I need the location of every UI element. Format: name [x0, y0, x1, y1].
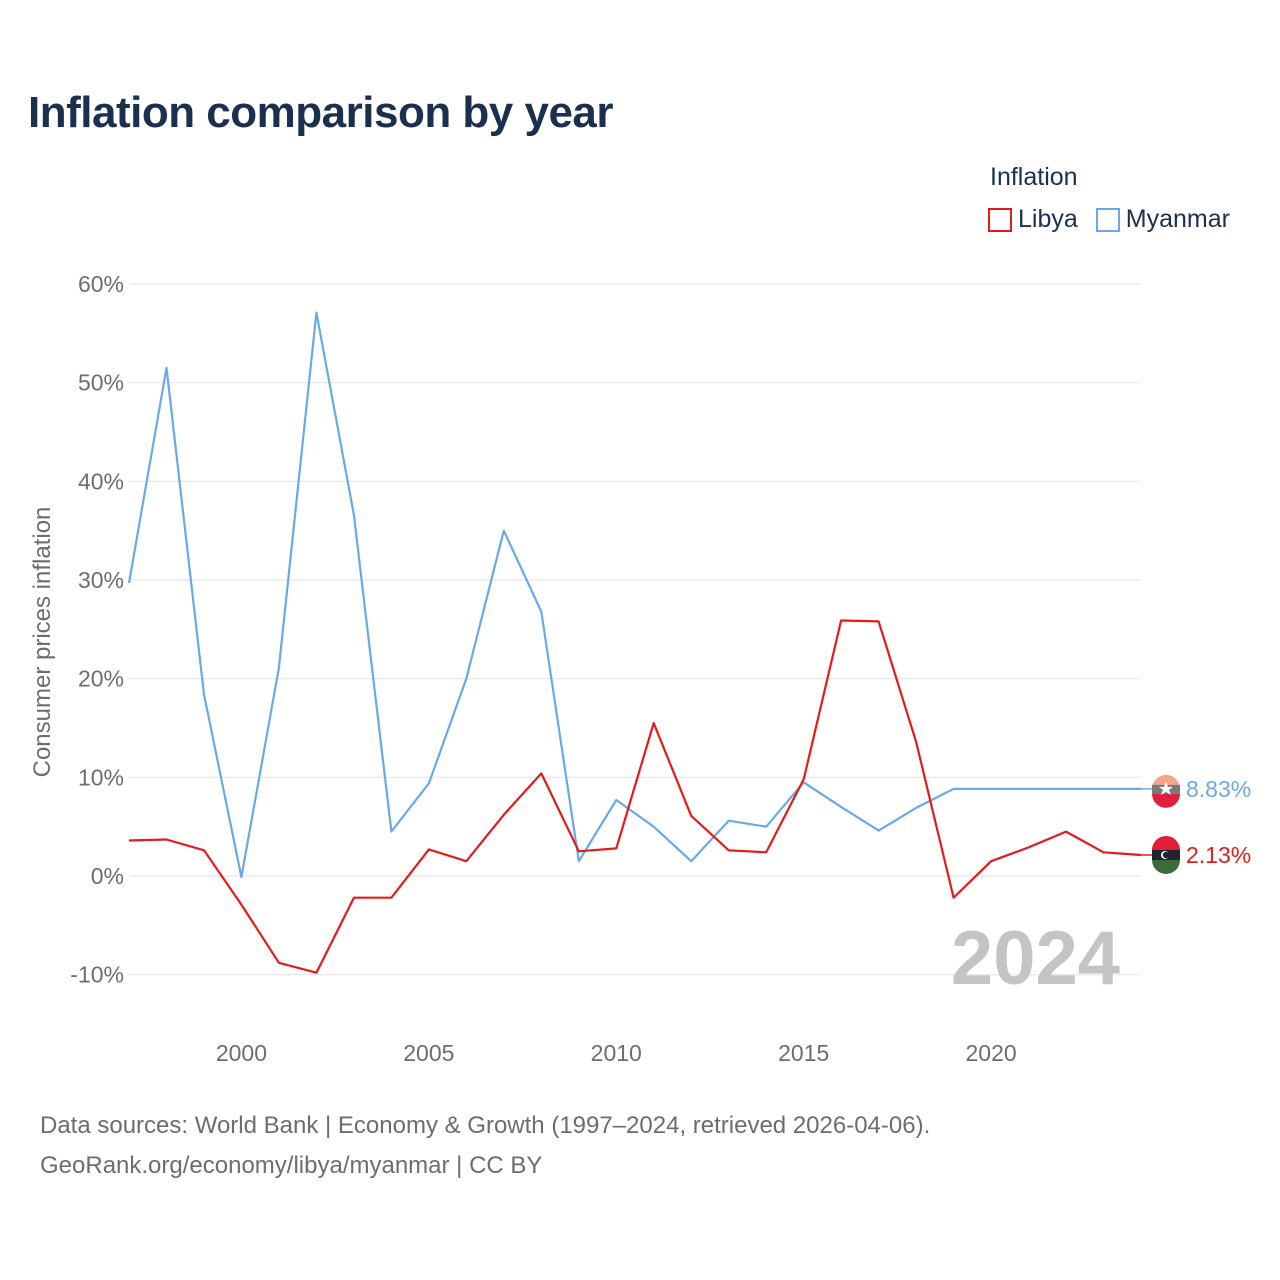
legend-item-libya[interactable]: Libya	[988, 205, 1078, 234]
flag-libya-bottom	[1152, 859, 1181, 874]
legend-swatch-myanmar	[1095, 207, 1120, 232]
flag-libya-icon	[1152, 835, 1181, 874]
y-tick-30: 30%	[78, 567, 124, 593]
series-line-myanmar	[127, 311, 1141, 879]
end-label-libya: 2.13%	[1186, 842, 1251, 868]
x-tick-labels: 2000 2005 2010 2015 2020	[216, 1040, 1017, 1066]
current-year-label: 2024	[951, 916, 1120, 1001]
end-markers: 8.83% 2.13%	[1141, 774, 1251, 874]
x-tick-2000: 2000	[216, 1040, 267, 1066]
y-tick-60: 60%	[78, 271, 124, 297]
flag-myanmar-bottom	[1152, 793, 1181, 808]
source-line-1: Data sources: World Bank | Economy & Gro…	[40, 1112, 931, 1139]
y-tick-20: 20%	[78, 666, 124, 692]
x-tick-2020: 2020	[965, 1040, 1016, 1066]
source-note: Data sources: World Bank | Economy & Gro…	[40, 1106, 930, 1186]
x-tick-2005: 2005	[403, 1040, 454, 1066]
legend-label-myanmar: Myanmar	[1125, 205, 1230, 233]
chart-title: Inflation comparison by year	[28, 88, 614, 137]
x-tick-2015: 2015	[778, 1040, 829, 1066]
legend: Libya Myanmar	[988, 205, 1248, 234]
y-tick-50: 50%	[78, 370, 124, 396]
end-label-myanmar: 8.83%	[1186, 776, 1251, 802]
y-tick-10: 10%	[78, 764, 124, 790]
source-line-2[interactable]: GeoRank.org/economy/libya/myanmar | CC B…	[40, 1152, 543, 1179]
flag-myanmar-star	[1159, 781, 1173, 795]
x-tick-2010: 2010	[591, 1040, 642, 1066]
flag-libya-top	[1152, 835, 1181, 850]
legend-label-libya: Libya	[1018, 205, 1078, 233]
legend-item-myanmar[interactable]: Myanmar	[1095, 205, 1230, 234]
legend-title: Inflation	[990, 163, 1078, 191]
legend-swatch-libya	[988, 207, 1012, 232]
y-tick-0: 0%	[91, 863, 124, 889]
flag-myanmar-icon	[1152, 774, 1181, 808]
flag-libya-crescent-cut	[1162, 851, 1170, 859]
y-tick--10: -10%	[70, 962, 124, 988]
series-line-libya	[128, 619, 1142, 974]
grid-lines	[129, 283, 1141, 976]
y-tick-labels: 60% 50% 40% 30% 20% 10% 0% -10%	[70, 271, 124, 988]
y-tick-40: 40%	[78, 468, 124, 494]
y-axis-label: Consumer prices inflation	[29, 507, 56, 778]
series-lines	[127, 311, 1142, 974]
